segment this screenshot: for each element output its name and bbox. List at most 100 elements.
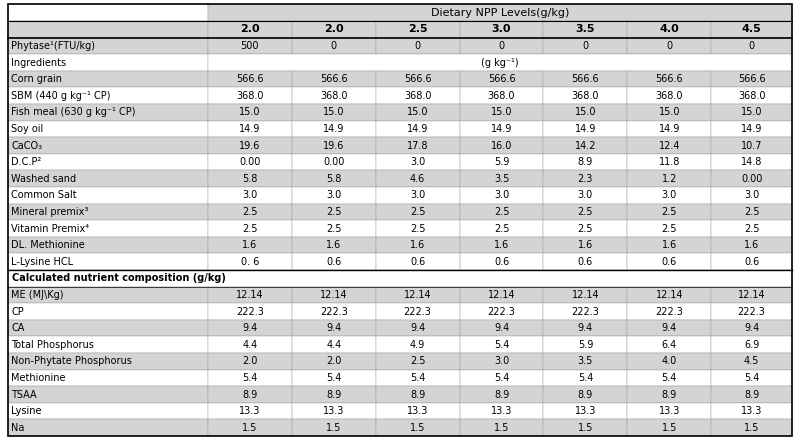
Text: 5.8: 5.8: [326, 174, 342, 184]
Text: 3.0: 3.0: [410, 157, 426, 167]
Text: 4.6: 4.6: [410, 174, 426, 184]
Bar: [208, 121, 292, 137]
Bar: [292, 38, 376, 54]
Text: 2.5: 2.5: [242, 207, 258, 217]
Text: 16.0: 16.0: [491, 141, 512, 150]
Bar: [459, 254, 543, 270]
Text: 14.9: 14.9: [323, 124, 345, 134]
Bar: [711, 71, 792, 88]
Bar: [8, 104, 208, 121]
Text: 8.9: 8.9: [326, 389, 342, 400]
Text: 5.4: 5.4: [662, 373, 677, 383]
Bar: [711, 287, 792, 303]
Bar: [459, 154, 543, 170]
Text: 1.6: 1.6: [494, 240, 509, 250]
Text: 12.14: 12.14: [655, 290, 683, 300]
Text: 12.14: 12.14: [488, 290, 515, 300]
Bar: [711, 403, 792, 420]
Bar: [627, 254, 711, 270]
Bar: [292, 137, 376, 154]
Text: 14.8: 14.8: [741, 157, 762, 167]
Text: Non-Phytate Phosphorus: Non-Phytate Phosphorus: [11, 356, 132, 366]
Text: 368.0: 368.0: [572, 91, 599, 101]
Bar: [8, 303, 208, 320]
Text: Methionine: Methionine: [11, 373, 66, 383]
Bar: [208, 403, 292, 420]
Bar: [459, 287, 543, 303]
Text: 0: 0: [498, 41, 505, 51]
Bar: [8, 320, 208, 336]
Bar: [459, 353, 543, 370]
Text: 566.6: 566.6: [655, 74, 683, 84]
Text: 0. 6: 0. 6: [241, 257, 259, 267]
Bar: [459, 71, 543, 88]
Bar: [543, 254, 627, 270]
Bar: [459, 121, 543, 137]
Text: 1.6: 1.6: [242, 240, 258, 250]
Bar: [627, 353, 711, 370]
Text: 222.3: 222.3: [655, 307, 683, 316]
Bar: [292, 121, 376, 137]
Text: 2.5: 2.5: [326, 207, 342, 217]
Bar: [8, 38, 208, 54]
Text: 222.3: 222.3: [236, 307, 264, 316]
Bar: [376, 170, 459, 187]
Bar: [711, 38, 792, 54]
Bar: [8, 254, 208, 270]
Text: 9.4: 9.4: [744, 323, 759, 333]
Bar: [627, 71, 711, 88]
Bar: [8, 21, 208, 38]
Text: 222.3: 222.3: [320, 307, 348, 316]
Bar: [292, 420, 376, 436]
Text: Ingredients: Ingredients: [11, 57, 66, 68]
Bar: [208, 336, 292, 353]
Bar: [459, 386, 543, 403]
Bar: [208, 88, 292, 104]
Text: Fish meal (630 g kg⁻¹ CP): Fish meal (630 g kg⁻¹ CP): [11, 107, 136, 117]
Bar: [292, 187, 376, 204]
Text: 4.0: 4.0: [659, 24, 679, 34]
Bar: [208, 287, 292, 303]
Text: 0.6: 0.6: [326, 257, 342, 267]
Text: L-Lysine HCL: L-Lysine HCL: [11, 257, 74, 267]
Bar: [376, 287, 459, 303]
Bar: [627, 287, 711, 303]
Bar: [292, 303, 376, 320]
Bar: [292, 403, 376, 420]
Text: 4.4: 4.4: [242, 340, 258, 350]
Text: 3.0: 3.0: [494, 190, 509, 200]
Bar: [711, 303, 792, 320]
Text: 2.0: 2.0: [242, 356, 258, 366]
Bar: [627, 154, 711, 170]
Bar: [292, 237, 376, 254]
Text: 2.5: 2.5: [326, 223, 342, 234]
Text: 10.7: 10.7: [741, 141, 762, 150]
Bar: [8, 187, 208, 204]
Bar: [627, 237, 711, 254]
Bar: [8, 370, 208, 386]
Bar: [208, 4, 792, 21]
Bar: [292, 386, 376, 403]
Text: 3.5: 3.5: [576, 24, 595, 34]
Text: D.C.P²: D.C.P²: [11, 157, 42, 167]
Text: 0: 0: [582, 41, 589, 51]
Text: 8.9: 8.9: [410, 389, 426, 400]
Bar: [376, 204, 459, 220]
Bar: [711, 220, 792, 237]
Text: 15.0: 15.0: [323, 107, 345, 117]
Text: 17.8: 17.8: [407, 141, 428, 150]
Bar: [376, 336, 459, 353]
Bar: [8, 287, 208, 303]
Bar: [8, 54, 208, 71]
Text: 1.5: 1.5: [326, 423, 342, 433]
Text: 12.14: 12.14: [236, 290, 264, 300]
Text: (g kg⁻¹): (g kg⁻¹): [481, 57, 518, 68]
Text: 1.2: 1.2: [662, 174, 677, 184]
Text: 2.5: 2.5: [410, 356, 426, 366]
Text: CA: CA: [11, 323, 25, 333]
Text: 368.0: 368.0: [236, 91, 264, 101]
Bar: [711, 154, 792, 170]
Text: 0.00: 0.00: [323, 157, 345, 167]
Bar: [208, 220, 292, 237]
Bar: [543, 170, 627, 187]
